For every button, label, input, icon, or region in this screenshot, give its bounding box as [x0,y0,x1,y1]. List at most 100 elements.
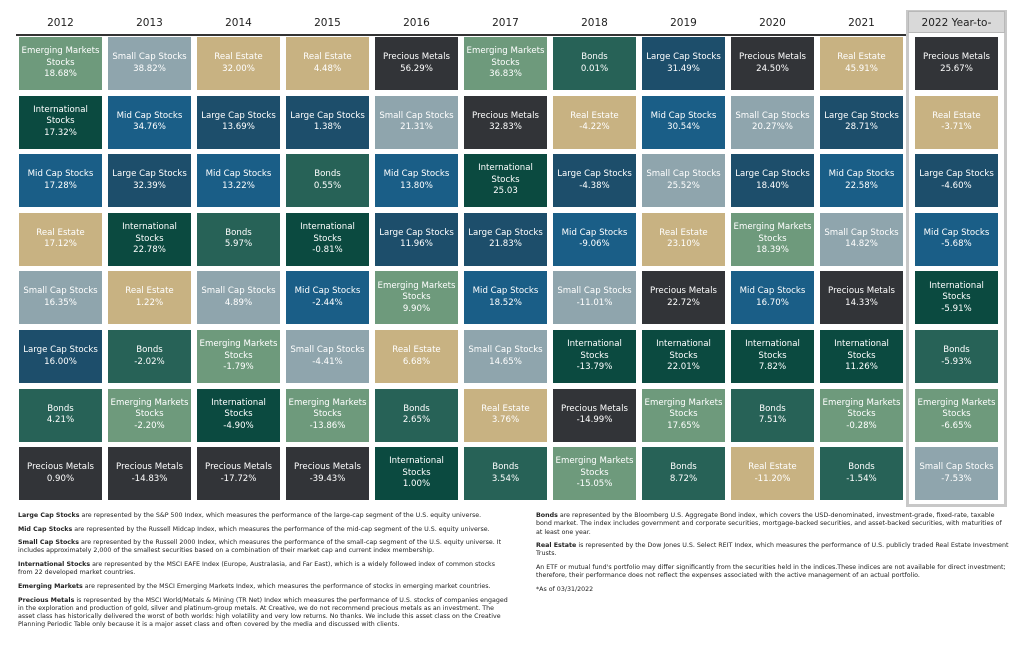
asset-return-label: -0.81% [312,245,343,256]
asset-name-label: Large Cap Stocks [557,169,632,180]
asset-return-label: -1.79% [223,362,254,373]
note-disclaimer: An ETF or mutual fund's portfolio may di… [536,564,1006,580]
asset-name-label: Large Cap Stocks [290,110,365,121]
asset-return-label: -6.65% [941,420,972,431]
note-mid-cap: Mid Cap Stocks are represented by the Ru… [18,525,490,533]
asset-return-label: 7.51% [758,415,787,426]
asset-name-label: Emerging Markets Stocks [466,46,545,68]
asset-name-label: International Stocks [300,222,355,244]
asset-name-label: Emerging Markets Stocks [377,280,456,303]
asset-name-label: Mid Cap Stocks [116,110,183,121]
asset-return-label: 3.54% [491,473,520,484]
asset-return-label: 17.32% [44,127,77,138]
asset-cell: Real Estate 6.68% [375,330,458,383]
asset-return-label: 32.83% [489,122,522,133]
asset-return-label: -11.20% [754,473,791,484]
asset-name-label: Mid Cap Stocks [739,286,806,297]
asset-name-label: Real Estate [125,286,174,297]
asset-return-label: 6.68% [402,356,431,367]
asset-cell: Mid Cap Stocks -9.06% [553,212,636,266]
asset-return-label: 25.52% [667,180,700,191]
asset-cell: Precious Metals 24.50% [731,37,814,90]
asset-cell: Bonds 3.54% [464,447,547,501]
asset-cell: Small Cap Stocks 14.65% [464,330,547,383]
asset-name-label: Mid Cap Stocks [472,286,539,297]
asset-return-label: -9.06% [579,239,610,250]
asset-name-label: Mid Cap Stocks [294,286,361,297]
asset-name-label: Large Cap Stocks [824,110,899,121]
asset-name-label: Small Cap Stocks [919,462,994,473]
asset-cell: Emerging Markets Stocks -1.79% [197,330,280,383]
asset-name-label: Emerging Markets Stocks [21,46,100,68]
asset-return-label: -2.02% [134,356,165,367]
asset-cell: Emerging Markets Stocks 18.68% [19,37,102,90]
asset-cell: Emerging Markets Stocks 17.65% [642,388,725,442]
asset-return-label: 11.96% [400,239,433,250]
asset-name-label: Bonds [47,403,74,414]
asset-cell: Large Cap Stocks 11.96% [375,212,458,266]
note-as-of-date: *As of 03/31/2022 [536,585,594,593]
asset-return-label: 36.83% [489,69,522,80]
asset-return-label: 16.70% [756,297,789,308]
column-header-rule [728,34,817,36]
asset-name-label: Precious Metals [294,462,361,473]
asset-name-label: Precious Metals [116,462,183,473]
asset-return-label: -5.93% [941,356,972,367]
asset-cell: Precious Metals -17.72% [197,447,280,501]
asset-cell: Small Cap Stocks 14.82% [820,212,903,266]
asset-return-label: 32.39% [133,180,166,191]
asset-cell: Precious Metals 56.29% [375,37,458,90]
notes-left: Large Cap Stocks are represented by the … [18,512,510,635]
asset-name-label: Small Cap Stocks [646,169,721,180]
asset-cell: Emerging Markets Stocks -13.86% [286,388,369,442]
asset-cell: Emerging Markets Stocks 9.90% [375,271,458,325]
asset-name-label: Mid Cap Stocks [828,169,895,180]
asset-return-label: -2.44% [312,297,343,308]
asset-cell: Mid Cap Stocks 17.28% [19,154,102,208]
asset-cell: Large Cap Stocks -4.38% [553,154,636,208]
column-header-7: 2019 [670,17,697,29]
asset-cell: Emerging Markets Stocks 18.39% [731,212,814,266]
column-header-3: 2015 [314,17,341,29]
asset-return-label: -14.99% [576,415,613,426]
asset-cell: International Stocks 7.82% [731,330,814,383]
asset-return-label: -13.86% [309,420,346,431]
asset-return-label: 56.29% [400,63,433,74]
asset-return-label: -4.60% [941,180,972,191]
asset-cell: International Stocks -0.81% [286,212,369,266]
asset-cell: International Stocks 22.78% [108,212,191,266]
asset-cell: Bonds 2.65% [375,388,458,442]
asset-name-label: Large Cap Stocks [646,52,721,62]
asset-name-label: Mid Cap Stocks [561,227,628,238]
asset-name-label: Large Cap Stocks [112,169,187,180]
asset-cell: Small Cap Stocks -11.01% [553,271,636,325]
asset-name-label: Precious Metals [828,286,895,297]
column-header-4: 2016 [403,17,430,29]
asset-cell: Bonds 5.97% [197,212,280,266]
asset-name-label: International Stocks [929,280,984,303]
asset-cell: Small Cap Stocks -7.53% [915,447,998,501]
column-header-2: 2014 [225,17,252,29]
asset-name-label: Mid Cap Stocks [27,169,94,180]
note-large-cap: Large Cap Stocks are represented by the … [18,512,482,519]
asset-return-label: 30.54% [667,122,700,133]
asset-return-label: -4.41% [312,356,343,367]
asset-name-label: Small Cap Stocks [290,345,365,355]
asset-return-label: -4.38% [579,180,610,191]
asset-name-label: International Stocks [478,163,533,185]
asset-return-label: 25.03 [493,186,518,197]
note-international: International Stocks are represented by … [18,561,495,577]
column-header-8: 2020 [759,17,786,29]
asset-name-label: Small Cap Stocks [468,345,543,355]
asset-name-label: Bonds [848,462,875,473]
asset-cell: Small Cap Stocks 25.52% [642,154,725,208]
asset-cell: International Stocks -5.91% [915,271,998,325]
asset-cell: International Stocks -13.79% [553,330,636,383]
column-header-rule [461,34,550,36]
asset-cell: International Stocks -4.90% [197,388,280,442]
asset-return-label: 17.28% [44,180,77,191]
asset-cell: Bonds 7.51% [731,388,814,442]
asset-name-label: Emerging Markets Stocks [288,397,367,420]
asset-return-label: -11.01% [576,297,613,308]
asset-cell: Large Cap Stocks 31.49% [642,37,725,90]
